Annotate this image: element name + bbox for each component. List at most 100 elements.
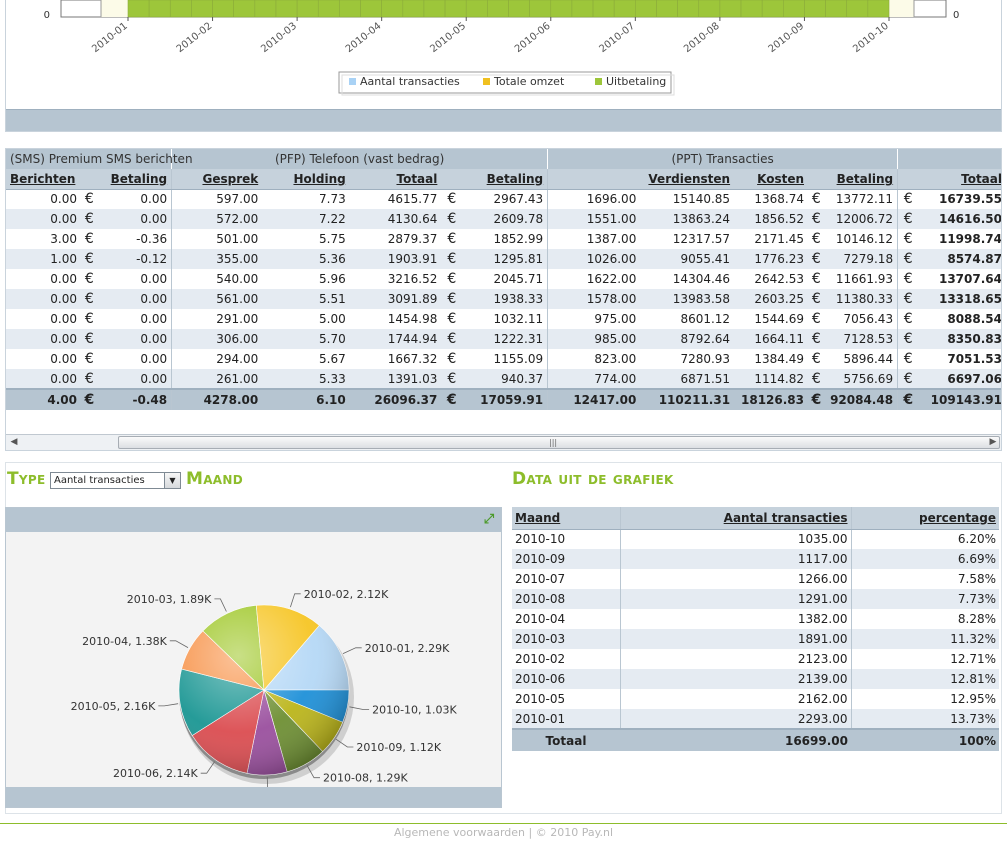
table-cell: 1696.00 [547, 189, 641, 209]
chevron-down-icon[interactable]: ▼ [164, 473, 180, 488]
type-select[interactable]: Aantal transacties ▼ [50, 472, 181, 489]
y-axis-right-label: 0 [953, 10, 959, 21]
x-tick-label: 2010-07 [597, 21, 637, 55]
horizontal-scrollbar[interactable]: ◀ ||| ▶ [6, 434, 1001, 450]
table-cell: 975.00 [547, 309, 641, 329]
month-cell: 2010-02 [512, 649, 621, 669]
footer-text[interactable]: Algemene voorwaarden | © 2010 Pay.nl [393, 826, 614, 839]
month-total-cell: Totaal [512, 728, 620, 751]
scroll-right-icon[interactable]: ▶ [989, 437, 997, 447]
pie-leader-line [200, 761, 215, 774]
table-cell: 7.22 [262, 209, 350, 229]
bar-segment [148, 0, 171, 18]
col-aantal[interactable]: Aantal transacties [620, 507, 852, 530]
legend-label[interactable]: Uitbetaling [606, 75, 666, 88]
table-cell: 14616.50 [918, 209, 1001, 229]
bar-segment [719, 0, 742, 18]
bar-segment [508, 0, 530, 18]
month-cell: 2010-06 [512, 669, 621, 689]
table-cell: 1368.74 [734, 189, 809, 209]
col-maand[interactable]: Maand [512, 507, 621, 530]
x-tick-label: 2010-09 [767, 21, 807, 55]
bar-segment [592, 0, 615, 18]
month-cell: 2162.00 [620, 689, 852, 709]
expand-icon[interactable]: ⤢ [483, 512, 495, 527]
col-holding[interactable]: Holding [262, 169, 350, 190]
table-cell: 2603.25 [734, 289, 809, 309]
euro-icon: € [897, 269, 919, 289]
table-cell: 1551.00 [547, 209, 641, 229]
table-cell: 0.00 [6, 349, 81, 369]
month-total-row: Totaal 16699.00 100% [512, 728, 999, 751]
col-pfp-betaling[interactable]: Betaling [462, 169, 548, 190]
pie-panel-footer [6, 787, 501, 807]
month-cell: 7.73% [851, 589, 999, 609]
table-cell: 306.00 [171, 329, 263, 349]
col-sms-betaling[interactable]: Betaling [97, 169, 172, 190]
bar-segment [677, 0, 700, 18]
pie-label: 2010-07, 1.27K [277, 785, 362, 789]
maand-heading: Maand [186, 469, 243, 489]
table-cell: 5.51 [262, 289, 350, 309]
x-tick-label: 2010-01 [90, 21, 130, 55]
side-area [889, 0, 914, 17]
euro-icon: € [897, 388, 919, 410]
legend-swatch [595, 78, 602, 85]
scrollbar-thumb[interactable]: ||| [118, 436, 1000, 449]
scroll-left-icon[interactable]: ◀ [10, 437, 18, 447]
table-cell: 6.10 [262, 388, 350, 410]
month-cell: 2010-09 [512, 549, 621, 569]
table-cell: 540.00 [171, 269, 263, 289]
table-cell: 1384.49 [734, 349, 809, 369]
euro-icon: € [441, 249, 463, 269]
table-row: 0.00 €0.00 561.00 5.51 3091.89 €1938.33 1578.0… [6, 289, 1001, 309]
legend-label[interactable]: Totale omzet [493, 75, 565, 88]
month-cell: 7.58% [851, 569, 999, 589]
pie-label: 2010-03, 1.89K [127, 593, 212, 606]
euro-icon: € [897, 209, 919, 229]
table-cell: 11661.93 [824, 269, 898, 289]
col-verdiensten[interactable]: Verdiensten [640, 169, 735, 190]
col-berichten[interactable]: Berichten [6, 169, 81, 190]
table-cell: -0.48 [97, 388, 172, 410]
table-cell: 1387.00 [547, 229, 641, 249]
month-row: 2010-07 1266.00 7.58% [512, 569, 999, 589]
col-pfp-totaal[interactable]: Totaal [349, 169, 442, 190]
table-cell: 1391.03 [349, 369, 442, 389]
euro-icon: € [897, 329, 919, 349]
month-cell: 1291.00 [620, 589, 852, 609]
euro-icon: € [441, 189, 463, 209]
pie-label: 2010-09, 1.12K [356, 741, 441, 754]
x-tick-label: 2010-02 [175, 21, 215, 55]
col-kosten[interactable]: Kosten [734, 169, 809, 190]
x-tick-label: 2010-10 [851, 21, 891, 55]
table-cell: 2879.37 [349, 229, 442, 249]
table-row: 1.00 € -0.12 355.00 5.36 1903.91 €1295.81 1026.… [6, 249, 1001, 269]
table-cell: 0.00 [97, 349, 172, 369]
euro-icon: € [808, 289, 825, 309]
pie-leader-line [349, 706, 370, 710]
pie-label: 2010-05, 2.16K [71, 700, 156, 713]
col-gesprek[interactable]: Gesprek [171, 169, 263, 190]
euro-icon: € [808, 309, 825, 329]
month-row: 2010-04 1382.00 8.28% [512, 609, 999, 629]
month-cell: 2010-08 [512, 589, 621, 609]
table-cell: 17059.91 [462, 388, 548, 410]
side-area [101, 0, 128, 17]
euro-icon: € [897, 369, 919, 389]
month-row: 2010-09 1117.00 6.69% [512, 549, 999, 569]
legend-label[interactable]: Aantal transacties [360, 75, 460, 88]
table-total-row: 4.00 € -0.48 4278.00 6.10 26096.37 €17059.91 12… [6, 388, 1001, 410]
x-tick-label: 2010-03 [259, 21, 299, 55]
col-ppt-betaling[interactable]: Betaling [824, 169, 898, 190]
col-percentage[interactable]: percentage [851, 507, 999, 530]
table-cell: 355.00 [171, 249, 263, 269]
table-cell: 11380.33 [824, 289, 898, 309]
table-cell: 1852.99 [462, 229, 548, 249]
x-tick-label: 2010-08 [682, 21, 722, 55]
table-cell: 13983.58 [640, 289, 735, 309]
statistics-table: (SMS) Premium SMS berichten (PFP) Telefo… [6, 149, 1001, 410]
month-cell: 2123.00 [620, 649, 852, 669]
col-totaal[interactable]: Totaal [918, 169, 1001, 190]
legend-swatch [349, 78, 356, 85]
